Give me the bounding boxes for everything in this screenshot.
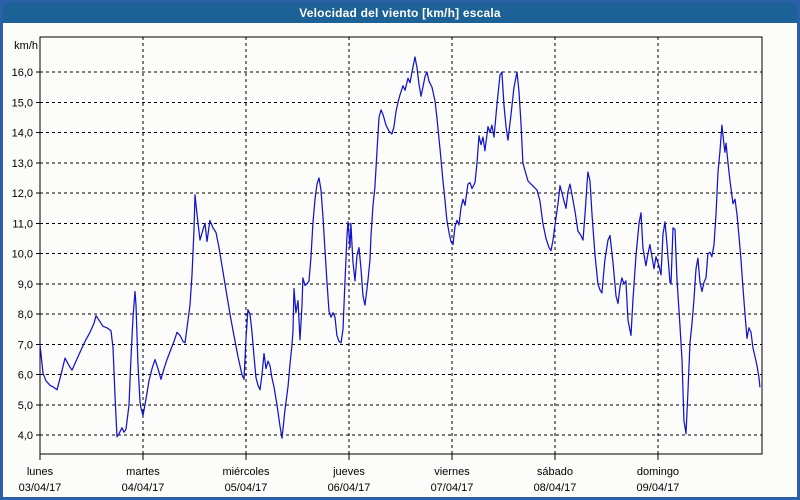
y-tick-label: 4,0	[18, 430, 33, 442]
wind-speed-line	[39, 56, 761, 439]
x-tick-label-weekday: miércoles	[222, 466, 270, 478]
x-tick-label-date: 04/04/17	[122, 482, 165, 494]
y-tick-label: 13,0	[12, 158, 33, 170]
x-tick-label-date: 03/04/17	[19, 482, 62, 494]
y-tick-label: 12,0	[12, 188, 33, 200]
wind-speed-chart: 16,0 15,0 14,0 13,0 12,0 11,0 10,0 9,0 8,0 7,0 6,0…	[12, 36, 763, 494]
plot-frame	[39, 36, 763, 455]
x-tick-label-weekday: viernes	[434, 466, 470, 478]
chart-area: 16,0 15,0 14,0 13,0 12,0 11,0 10,0 9,0 8,0 7,0 6,0…	[3, 23, 797, 497]
y-tick-label: 10,0	[12, 249, 33, 261]
x-tick-label-date: 08/04/17	[534, 482, 577, 494]
y-tick-label: 6,0	[18, 370, 33, 382]
x-tick-label-date: 06/04/17	[328, 482, 371, 494]
x-tick-label-date: 07/04/17	[431, 482, 474, 494]
x-tick-label-date: 09/04/17	[637, 482, 680, 494]
title-bar: Velocidad del viento [km/h] escala	[3, 3, 797, 23]
chart-title: Velocidad del viento [km/h] escala	[299, 6, 501, 20]
y-tick-label: 11,0	[12, 218, 33, 230]
y-tick-label: 7,0	[18, 339, 33, 351]
x-tick-label-date: 05/04/17	[225, 482, 268, 494]
y-tick-label: 9,0	[18, 279, 33, 291]
x-tick-label-weekday: lunes	[27, 466, 54, 478]
x-tick-label-weekday: sábado	[537, 466, 573, 478]
x-tick-label-weekday: jueves	[332, 466, 365, 478]
y-tick-label: 15,0	[12, 97, 33, 109]
y-tick-label: 14,0	[12, 128, 33, 140]
y-tick-label: 8,0	[18, 309, 33, 321]
y-axis-unit-label: km/h	[14, 40, 38, 52]
y-tick-label: 16,0	[12, 67, 33, 79]
x-tick-label-weekday: martes	[126, 466, 160, 478]
x-tick-label-weekday: domingo	[637, 466, 679, 478]
y-tick-label: 5,0	[18, 400, 33, 412]
